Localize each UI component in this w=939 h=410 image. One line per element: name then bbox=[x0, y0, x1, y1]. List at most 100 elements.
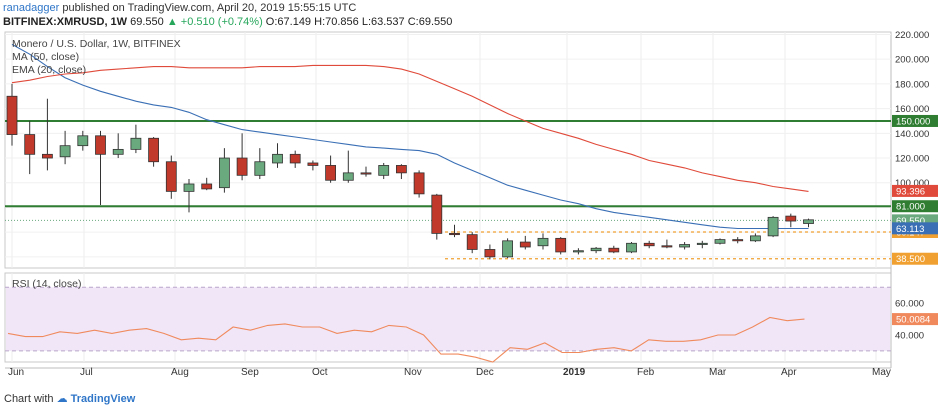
candle-body bbox=[679, 244, 690, 248]
candle bbox=[502, 238, 514, 259]
candle-body bbox=[750, 235, 761, 242]
x-tick-label: Aug bbox=[171, 367, 189, 378]
candle bbox=[573, 248, 584, 255]
level-label: 81.000 bbox=[892, 200, 938, 213]
y-tick-label: 140.000 bbox=[895, 129, 929, 140]
level-label-bg bbox=[892, 114, 938, 127]
ema20-line bbox=[11, 64, 809, 192]
x-tick-label: Jul bbox=[80, 367, 93, 378]
rsi-line bbox=[7, 316, 805, 363]
candle-body bbox=[342, 172, 354, 181]
candle-body bbox=[254, 161, 266, 176]
ema-legend: EMA (20, close) bbox=[12, 64, 87, 76]
level-label-bg bbox=[892, 200, 938, 213]
candle-body bbox=[218, 157, 230, 189]
candle bbox=[378, 162, 390, 180]
author-link[interactable]: ranadagger bbox=[3, 2, 60, 14]
candle-body bbox=[325, 165, 337, 181]
candle-body bbox=[608, 247, 620, 253]
rsi-band bbox=[6, 287, 890, 351]
y-tick-label: 200.000 bbox=[895, 55, 929, 66]
price-badge: 63.113 bbox=[892, 222, 938, 235]
candle bbox=[183, 179, 195, 213]
price-chart[interactable]: Jun Jul Aug Sep Oct Nov Dec 2019 Feb Mar Apr May 40.… bbox=[0, 0, 939, 392]
x-tick-label: Jun bbox=[8, 367, 24, 378]
rsi-y-tick-label: 40.000 bbox=[895, 330, 924, 341]
candle bbox=[732, 237, 744, 244]
open-value: O:67.149 bbox=[265, 16, 312, 28]
candle bbox=[148, 137, 160, 167]
rsi-legend: RSI (14, close) bbox=[12, 278, 82, 290]
candle bbox=[395, 164, 407, 180]
candle-body bbox=[643, 242, 655, 247]
candle-body bbox=[449, 233, 460, 236]
candle bbox=[59, 130, 71, 165]
candle bbox=[537, 233, 549, 250]
candle-body bbox=[803, 219, 814, 224]
candle bbox=[254, 148, 266, 180]
price-badge-text: 93.396 bbox=[896, 186, 925, 197]
candle-body bbox=[236, 157, 248, 176]
candle-body bbox=[466, 234, 478, 250]
candle bbox=[112, 133, 124, 159]
candle-body bbox=[626, 242, 637, 253]
candle-body bbox=[378, 165, 390, 176]
candle bbox=[325, 155, 337, 183]
rsi-y-tick-label: 60.000 bbox=[895, 299, 924, 310]
price-badge-bg bbox=[892, 222, 938, 235]
candle-body bbox=[732, 239, 744, 242]
x-tick-label: May bbox=[872, 367, 891, 378]
candle bbox=[696, 240, 708, 249]
ma50-line bbox=[11, 43, 809, 230]
symbol-label: BITFINEX:XMRUSD, 1W bbox=[3, 16, 128, 28]
candle-body bbox=[395, 165, 407, 174]
candle-body bbox=[360, 172, 372, 175]
x-tick-label: Dec bbox=[476, 367, 494, 378]
candle-body bbox=[537, 237, 549, 247]
candle-body bbox=[431, 194, 443, 234]
candle-body bbox=[42, 153, 53, 159]
level-label: 38.500 bbox=[892, 252, 938, 265]
candle-body bbox=[413, 172, 425, 195]
candle bbox=[272, 143, 283, 168]
chart-title: Monero / U.S. Dollar, 1W, BITFINEX bbox=[12, 38, 181, 50]
price-badge: 93.396 bbox=[892, 184, 938, 197]
candle-body bbox=[785, 215, 797, 222]
rsi-badge: 50.0084 bbox=[892, 313, 938, 326]
candle bbox=[661, 239, 673, 249]
candle bbox=[803, 218, 814, 228]
tradingview-logo-icon: ☁ bbox=[56, 393, 68, 405]
candle bbox=[767, 216, 779, 238]
x-tick-label: Apr bbox=[781, 367, 797, 378]
candle bbox=[165, 155, 177, 199]
y-tick-label: 180.000 bbox=[895, 79, 929, 90]
candle bbox=[6, 83, 18, 146]
candle-body bbox=[95, 135, 106, 155]
candle bbox=[42, 98, 53, 171]
candle-body bbox=[555, 237, 567, 253]
candle-body bbox=[165, 161, 177, 192]
high-value: H:70.856 bbox=[314, 16, 359, 28]
level-label-text: 81.000 bbox=[896, 202, 925, 213]
candle bbox=[519, 235, 531, 250]
candle-body bbox=[112, 148, 124, 155]
candle-body bbox=[183, 183, 195, 192]
candle bbox=[608, 245, 620, 254]
level-label-text: 38.500 bbox=[896, 254, 925, 265]
candle-body bbox=[130, 137, 142, 150]
tradingview-link[interactable]: TradingView bbox=[70, 393, 136, 405]
candle bbox=[785, 213, 797, 228]
level-label-text: 150.000 bbox=[896, 116, 930, 127]
y-tick-label: 220.000 bbox=[895, 30, 929, 41]
candle-body bbox=[59, 145, 71, 158]
candle-body bbox=[289, 153, 301, 164]
candle-body bbox=[573, 250, 584, 253]
candle bbox=[750, 233, 761, 243]
candle bbox=[555, 237, 567, 255]
candle bbox=[679, 242, 690, 250]
candle bbox=[466, 232, 478, 254]
close-value: C:69.550 bbox=[407, 16, 453, 28]
y-tick-label: 100.000 bbox=[895, 178, 929, 189]
candle bbox=[342, 150, 354, 183]
footer-prefix: Chart with bbox=[4, 393, 54, 405]
